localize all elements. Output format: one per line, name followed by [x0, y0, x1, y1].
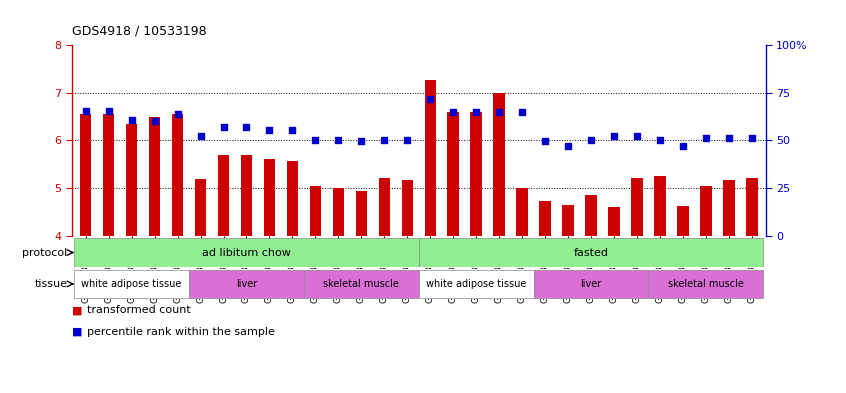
Bar	[425, 79, 436, 236]
Point	[354, 138, 368, 145]
Bar	[402, 180, 413, 236]
Bar	[470, 112, 482, 236]
Bar	[172, 114, 184, 236]
Text: fasted: fasted	[574, 248, 608, 257]
Point	[470, 109, 483, 115]
Point	[515, 109, 529, 115]
Bar	[332, 188, 344, 236]
Text: skeletal muscle: skeletal muscle	[323, 279, 399, 289]
Point	[263, 127, 277, 133]
Bar	[516, 188, 528, 236]
Text: white adipose tissue: white adipose tissue	[81, 279, 182, 289]
Bar	[378, 178, 390, 236]
Point	[286, 127, 299, 133]
Bar	[534, 270, 649, 298]
Bar	[126, 124, 137, 236]
Bar	[287, 160, 298, 236]
Bar	[631, 178, 643, 236]
Text: tissue: tissue	[35, 279, 68, 289]
Text: skeletal muscle: skeletal muscle	[668, 279, 744, 289]
Text: GDS4918 / 10533198: GDS4918 / 10533198	[72, 24, 206, 37]
Bar	[746, 178, 757, 236]
Point	[722, 135, 736, 141]
Text: protocol: protocol	[23, 248, 68, 257]
Point	[607, 132, 621, 139]
Bar	[355, 191, 367, 236]
Bar	[563, 205, 574, 236]
Point	[194, 132, 207, 139]
Point	[676, 143, 689, 149]
Point	[561, 143, 574, 149]
Bar	[654, 176, 666, 236]
Point	[377, 137, 391, 143]
Bar	[585, 195, 596, 236]
Point	[585, 137, 598, 143]
Bar	[264, 159, 275, 236]
Point	[424, 95, 437, 102]
Bar	[608, 207, 620, 236]
Bar	[649, 270, 763, 298]
Bar	[189, 270, 304, 298]
Point	[745, 135, 759, 141]
Text: ■: ■	[72, 327, 82, 337]
Bar	[304, 270, 419, 298]
Bar	[103, 114, 114, 236]
Point	[79, 108, 92, 114]
Point	[102, 108, 115, 114]
Point	[630, 132, 644, 139]
Text: white adipose tissue: white adipose tissue	[426, 279, 526, 289]
Bar	[74, 270, 189, 298]
Bar	[723, 180, 734, 236]
Text: transformed count: transformed count	[87, 305, 191, 316]
Bar	[310, 186, 321, 236]
Bar	[540, 202, 551, 236]
Point	[171, 111, 184, 118]
Bar	[74, 238, 419, 266]
Bar	[149, 117, 161, 236]
Bar	[419, 270, 534, 298]
Point	[332, 137, 345, 143]
Bar	[700, 186, 711, 236]
Point	[699, 135, 712, 141]
Text: ad libitum chow: ad libitum chow	[202, 248, 291, 257]
Bar	[493, 93, 505, 236]
Point	[125, 118, 139, 124]
Text: liver: liver	[580, 279, 602, 289]
Point	[653, 137, 667, 143]
Bar	[217, 155, 229, 236]
Text: liver: liver	[236, 279, 257, 289]
Bar	[241, 155, 252, 236]
Point	[309, 137, 322, 143]
Bar	[448, 112, 459, 236]
Point	[400, 137, 414, 143]
Bar	[80, 114, 91, 236]
Text: ■: ■	[72, 305, 82, 316]
Point	[538, 138, 552, 145]
Point	[492, 109, 506, 115]
Point	[148, 118, 162, 125]
Point	[217, 124, 230, 130]
Bar	[677, 206, 689, 236]
Point	[447, 109, 460, 115]
Text: percentile rank within the sample: percentile rank within the sample	[87, 327, 275, 337]
Point	[239, 124, 253, 130]
Bar	[195, 178, 206, 236]
Bar	[419, 238, 763, 266]
